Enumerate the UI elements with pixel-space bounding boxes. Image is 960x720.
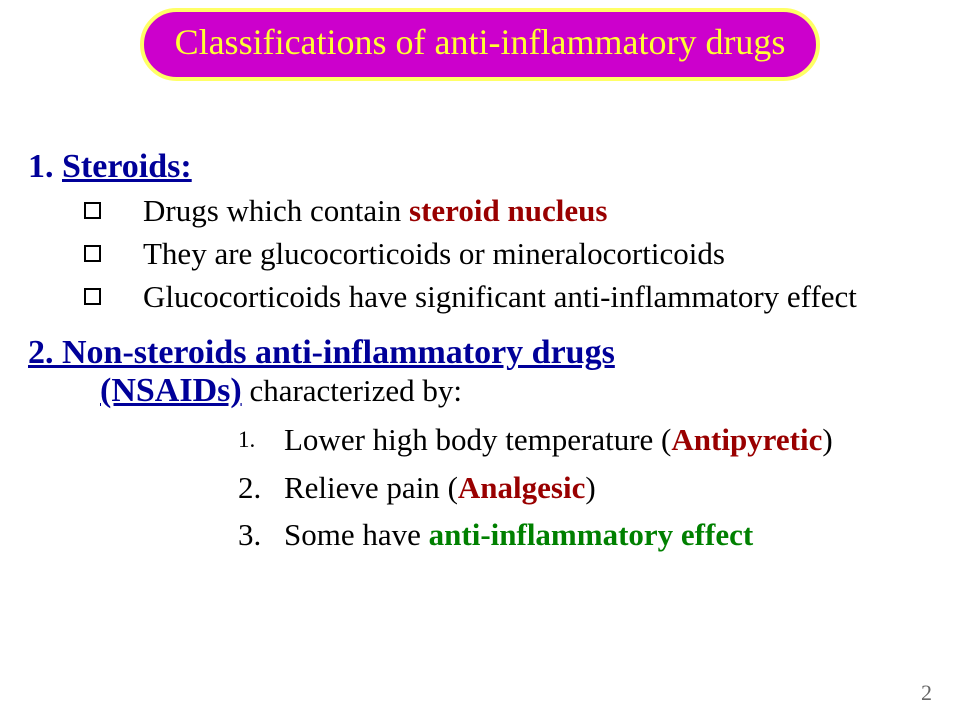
section2-title-line1: 2. Non-steroids anti-inflammatory drugs: [28, 334, 615, 371]
section1-bullets: Drugs which contain steroid nucleus They…: [84, 192, 940, 316]
list-text: Lower high body temperature (Antipyretic…: [284, 418, 940, 461]
list-number: 3.: [238, 513, 284, 556]
text-plain: Relieve pain: [284, 470, 448, 505]
text-emphasis-green: anti-inflammatory effect: [429, 517, 754, 552]
section1-heading: 1. Steroids:: [28, 148, 940, 186]
bullet-item: They are glucocorticoids or mineralocort…: [84, 235, 940, 274]
slide-title: Classifications of anti-inflammatory dru…: [164, 22, 796, 63]
square-bullet-icon: [84, 245, 101, 262]
section2-title-line2: (NSAIDs): [100, 372, 242, 409]
list-item: 2. Relieve pain (Analgesic): [238, 466, 940, 509]
section2-numbered-list: 1. Lower high body temperature (Antipyre…: [238, 418, 940, 556]
bullet-text: Drugs which contain steroid nucleus: [143, 192, 940, 231]
list-item: 1. Lower high body temperature (Antipyre…: [238, 418, 940, 461]
text-plain: Lower high body temperature: [284, 422, 661, 457]
list-number: 2.: [238, 466, 284, 509]
bullet-text: Glucocorticoids have significant anti-in…: [143, 278, 940, 317]
paren-close: ): [585, 470, 595, 505]
section1-title: Steroids:: [62, 148, 192, 185]
text-plain: Drugs which contain: [143, 193, 409, 228]
text-emphasis-red: Analgesic: [458, 470, 585, 505]
paren-open: (: [661, 422, 671, 457]
paren-open: (: [448, 470, 458, 505]
list-item: 3. Some have anti-inflammatory effect: [238, 513, 940, 556]
bullet-text: They are glucocorticoids or mineralocort…: [143, 235, 940, 274]
page-number: 2: [921, 680, 932, 706]
list-number: 1.: [238, 418, 284, 456]
section1-number: 1.: [28, 148, 54, 185]
content-area: 1. Steroids: Drugs which contain steroid…: [28, 148, 940, 560]
square-bullet-icon: [84, 288, 101, 305]
text-emphasis-red: steroid nucleus: [409, 193, 607, 228]
title-container: Classifications of anti-inflammatory dru…: [140, 8, 820, 81]
list-text: Some have anti-inflammatory effect: [284, 513, 940, 556]
square-bullet-icon: [84, 202, 101, 219]
bullet-item: Glucocorticoids have significant anti-in…: [84, 278, 940, 317]
bullet-item: Drugs which contain steroid nucleus: [84, 192, 940, 231]
text-plain: Some have: [284, 517, 429, 552]
section2-tail: characterized by:: [242, 373, 462, 408]
paren-close: ): [822, 422, 832, 457]
list-text: Relieve pain (Analgesic): [284, 466, 940, 509]
section2-heading: 2. Non-steroids anti-inflammatory drugs …: [28, 334, 940, 410]
text-emphasis-red: Antipyretic: [671, 422, 822, 457]
